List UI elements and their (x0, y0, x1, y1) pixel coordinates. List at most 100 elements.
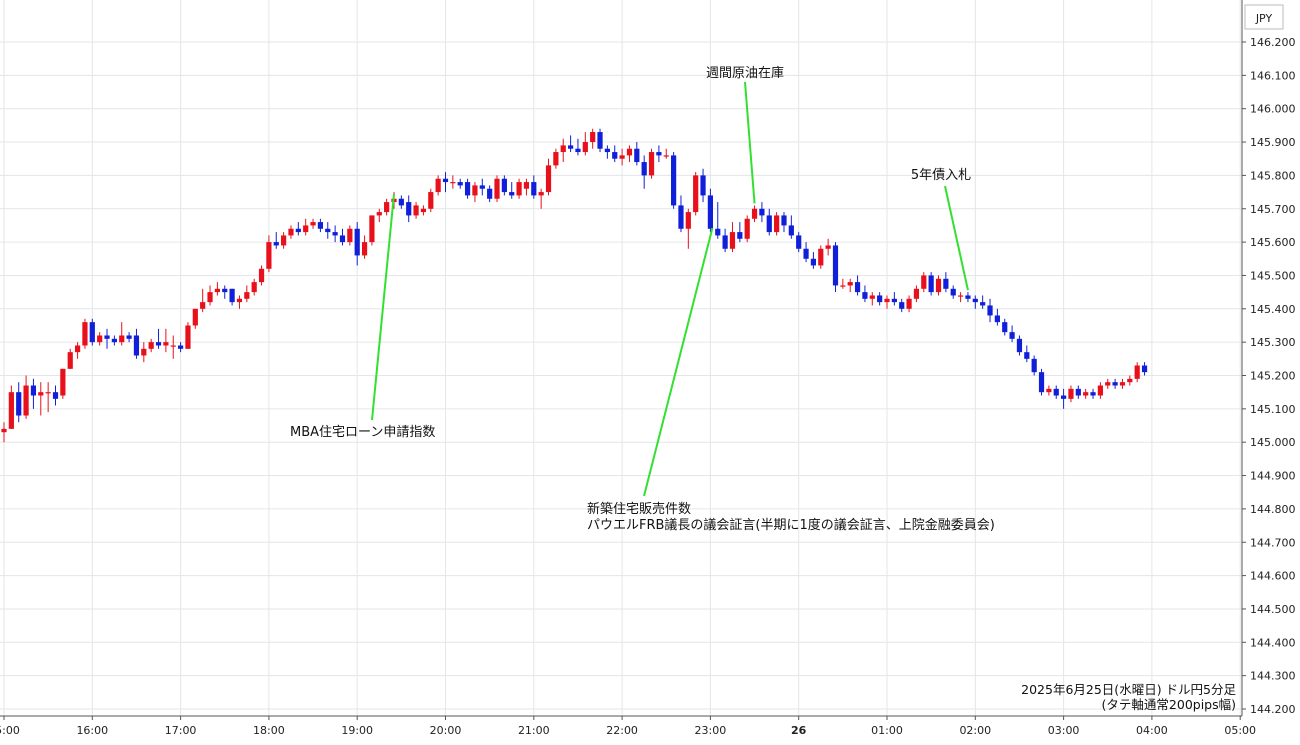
candle-body (751, 208, 758, 219)
candle (1009, 325, 1015, 343)
candle (1002, 318, 1008, 336)
candle-body (60, 368, 66, 396)
candle (1119, 378, 1126, 389)
candle-body (214, 288, 220, 293)
candle-body (236, 298, 243, 303)
candle (435, 175, 441, 196)
candle-body (935, 278, 942, 293)
annotation-label: パウエルFRB議長の議会証言(半期に1度の議会証言、上院金融委員会) (587, 517, 995, 533)
candle-body (16, 392, 22, 416)
candle (214, 282, 220, 296)
x-tick-label: 04:00 (1136, 724, 1168, 737)
candle-body (825, 245, 831, 249)
candle (567, 135, 574, 153)
candle-body (281, 235, 287, 246)
candle (766, 208, 772, 236)
annotation-label: 5年債入札 (911, 168, 971, 183)
candle (531, 175, 537, 199)
candle (921, 272, 927, 293)
candle (325, 222, 331, 239)
candle-body (288, 228, 294, 236)
candle-body (52, 392, 59, 399)
candle (935, 275, 942, 296)
candle-body (479, 185, 485, 189)
candle-body (965, 295, 971, 299)
x-tick-label: 16:00 (76, 724, 108, 737)
candle (957, 292, 964, 303)
candle (339, 228, 346, 246)
candle-body (957, 295, 964, 297)
candle-body (854, 282, 861, 293)
candle-body (553, 152, 559, 166)
candle (671, 152, 677, 209)
x-tick-label: 22:00 (606, 724, 638, 737)
candle-body (1068, 388, 1074, 399)
candle-body (987, 305, 993, 316)
x-tick-label: 15:00 (0, 724, 20, 737)
candle (751, 205, 758, 223)
candle-body (913, 288, 920, 299)
candle (8, 385, 14, 429)
candle (1053, 385, 1059, 399)
unit-label-box (1244, 4, 1284, 30)
candle-body (634, 148, 640, 163)
candle-body (788, 225, 794, 236)
candle (398, 195, 404, 209)
candle-body (354, 228, 360, 256)
candle-body (781, 215, 787, 226)
candle (626, 145, 633, 163)
candle-body (994, 315, 1000, 323)
x-tick-label: 26 (791, 724, 807, 737)
y-tick-label: 145.500 (1250, 269, 1296, 282)
candle-body (671, 155, 677, 206)
candle-body (847, 282, 853, 286)
candle (222, 285, 228, 299)
candle-body (509, 192, 515, 196)
candle-body (906, 298, 912, 309)
candle-body (244, 292, 250, 299)
candle-body (413, 205, 419, 216)
candle (178, 342, 184, 353)
candle-body (273, 242, 279, 246)
annotation-label: MBA住宅ローン申請指数 (290, 425, 435, 440)
candle-body (442, 178, 449, 183)
y-tick-label: 145.000 (1250, 436, 1296, 449)
candle-body (803, 248, 809, 259)
candle (656, 145, 662, 163)
annotations: MBA住宅ローン申請指数新築住宅販売件数パウエルFRB議長の議会証言(半期に1度… (290, 66, 995, 533)
candle (509, 182, 515, 199)
candle (634, 142, 640, 166)
candle (494, 175, 500, 203)
candle (582, 132, 588, 156)
candle-body (155, 342, 162, 346)
candles (1, 128, 1148, 443)
candle-body (1112, 382, 1118, 386)
candle (442, 172, 449, 193)
candle-body (597, 132, 603, 149)
candle-body (192, 308, 198, 326)
candle-body (1009, 332, 1015, 339)
candle-body (435, 178, 441, 193)
candle (450, 175, 456, 189)
candle-body (560, 145, 566, 153)
y-tick-label: 144.300 (1250, 670, 1296, 683)
candle-body (251, 282, 257, 293)
candle (1127, 375, 1133, 386)
candle (185, 322, 191, 349)
candle-body (950, 288, 956, 296)
candle-body (928, 275, 934, 293)
y-tick-label: 145.300 (1250, 336, 1296, 349)
candle-body (185, 325, 191, 349)
candle-body (1119, 382, 1126, 386)
candle (832, 242, 839, 293)
candle-body (339, 235, 346, 243)
y-tick-label: 144.800 (1250, 503, 1296, 516)
candle (361, 235, 368, 259)
candle-body (222, 288, 228, 293)
candle-body (428, 192, 434, 209)
candle (722, 228, 728, 253)
candle-body (420, 208, 427, 213)
candle (729, 222, 736, 253)
candle-body (648, 152, 655, 176)
candle-body (523, 182, 530, 189)
